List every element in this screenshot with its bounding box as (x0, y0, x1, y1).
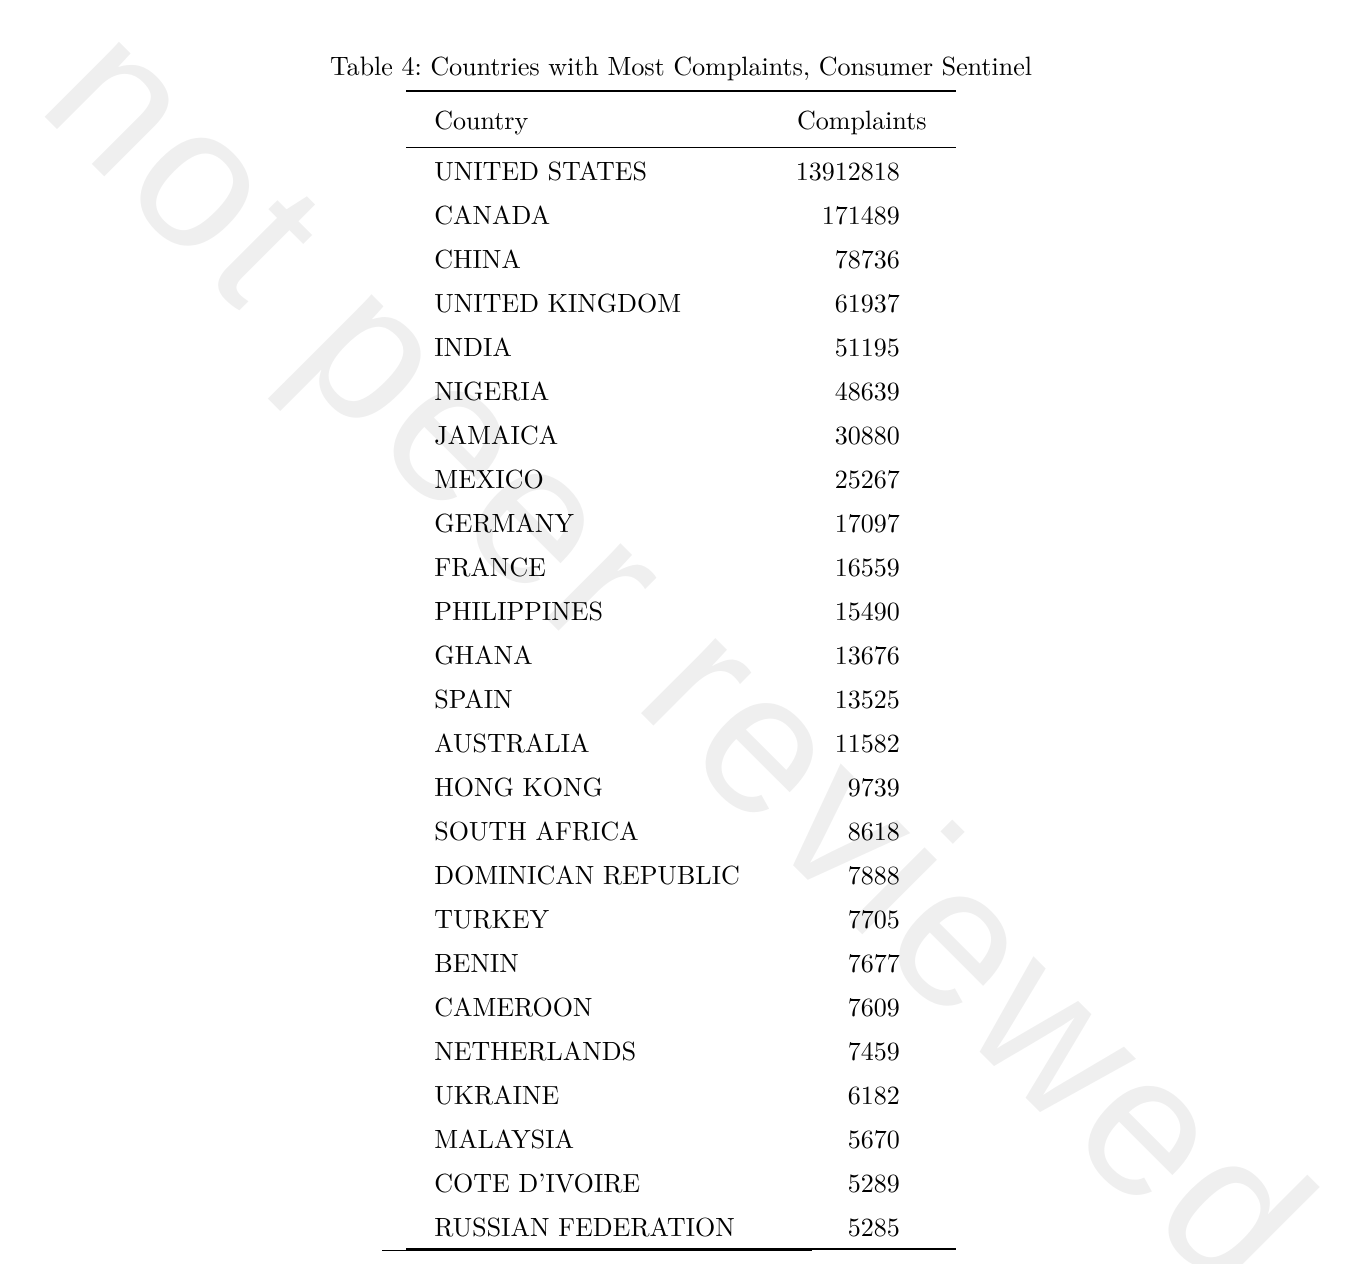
cell-complaints: 16559 (768, 544, 956, 588)
cell-complaints: 5670 (768, 1116, 956, 1160)
cell-complaints: 6182 (768, 1072, 956, 1116)
notes-rule (382, 1250, 812, 1251)
table-row: MALAYSIA5670 (406, 1116, 956, 1160)
cell-complaints: 13912818 (768, 147, 956, 192)
table-row: HONG KONG9739 (406, 764, 956, 808)
table-row: INDIA51195 (406, 324, 956, 368)
cell-country: PHILIPPINES (406, 588, 768, 632)
cell-complaints: 11582 (768, 720, 956, 764)
cell-country: NIGERIA (406, 368, 768, 412)
table-row: UKRAINE6182 (406, 1072, 956, 1116)
cell-country: FRANCE (406, 544, 768, 588)
table-row: TURKEY7705 (406, 896, 956, 940)
table-body: UNITED STATES13912818CANADA171489CHINA78… (406, 147, 956, 1249)
table-row: CANADA171489 (406, 192, 956, 236)
cell-country: NETHERLANDS (406, 1028, 768, 1072)
table-row: MEXICO25267 (406, 456, 956, 500)
cell-complaints: 5289 (768, 1160, 956, 1204)
table-row: JAMAICA30880 (406, 412, 956, 456)
cell-complaints: 13676 (768, 632, 956, 676)
table-row: GHANA13676 (406, 632, 956, 676)
table-row: COTE D’IVOIRE5289 (406, 1160, 956, 1204)
cell-complaints: 30880 (768, 412, 956, 456)
table-row: NIGERIA48639 (406, 368, 956, 412)
cell-complaints: 13525 (768, 676, 956, 720)
cell-complaints: 7609 (768, 984, 956, 1028)
table-row: NETHERLANDS7459 (406, 1028, 956, 1072)
table-row: UNITED STATES13912818 (406, 147, 956, 192)
table-row: SOUTH AFRICA8618 (406, 808, 956, 852)
table-row: SPAIN13525 (406, 676, 956, 720)
cell-country: UKRAINE (406, 1072, 768, 1116)
cell-complaints: 61937 (768, 280, 956, 324)
table-row: AUSTRALIA11582 (406, 720, 956, 764)
cell-complaints: 78736 (768, 236, 956, 280)
cell-complaints: 171489 (768, 192, 956, 236)
page: not peer reviewed Table 4: Countries wit… (0, 0, 1362, 1264)
cell-complaints: 7459 (768, 1028, 956, 1072)
col-header-country: Country (406, 91, 768, 148)
cell-country: BENIN (406, 940, 768, 984)
table-row: RUSSIAN FEDERATION5285 (406, 1204, 956, 1249)
cell-complaints: 51195 (768, 324, 956, 368)
cell-country: CANADA (406, 192, 768, 236)
cell-country: MALAYSIA (406, 1116, 768, 1160)
cell-complaints: 7888 (768, 852, 956, 896)
table-row: DOMINICAN REPUBLIC7888 (406, 852, 956, 896)
cell-country: SPAIN (406, 676, 768, 720)
cell-country: TURKEY (406, 896, 768, 940)
cell-country: UNITED STATES (406, 147, 768, 192)
cell-complaints: 9739 (768, 764, 956, 808)
complaints-table: Country Complaints UNITED STATES13912818… (406, 90, 956, 1250)
col-header-complaints: Complaints (768, 91, 956, 148)
cell-complaints: 48639 (768, 368, 956, 412)
cell-country: COTE D’IVOIRE (406, 1160, 768, 1204)
table-row: CAMEROON7609 (406, 984, 956, 1028)
cell-country: DOMINICAN REPUBLIC (406, 852, 768, 896)
table-row: FRANCE16559 (406, 544, 956, 588)
table-row: PHILIPPINES15490 (406, 588, 956, 632)
cell-country: INDIA (406, 324, 768, 368)
cell-country: RUSSIAN FEDERATION (406, 1204, 768, 1249)
cell-complaints: 25267 (768, 456, 956, 500)
cell-country: AUSTRALIA (406, 720, 768, 764)
table-row: CHINA78736 (406, 236, 956, 280)
cell-country: MEXICO (406, 456, 768, 500)
cell-complaints: 7677 (768, 940, 956, 984)
cell-country: CAMEROON (406, 984, 768, 1028)
cell-country: SOUTH AFRICA (406, 808, 768, 852)
cell-complaints: 8618 (768, 808, 956, 852)
cell-country: CHINA (406, 236, 768, 280)
cell-country: GHANA (406, 632, 768, 676)
table-row: UNITED KINGDOM61937 (406, 280, 956, 324)
table-row: GERMANY17097 (406, 500, 956, 544)
cell-complaints: 7705 (768, 896, 956, 940)
cell-country: HONG KONG (406, 764, 768, 808)
cell-country: UNITED KINGDOM (406, 280, 768, 324)
cell-country: GERMANY (406, 500, 768, 544)
cell-country: JAMAICA (406, 412, 768, 456)
cell-complaints: 17097 (768, 500, 956, 544)
table-caption: Table 4: Countries with Most Complaints,… (72, 48, 1290, 82)
table-row: BENIN7677 (406, 940, 956, 984)
cell-complaints: 5285 (768, 1204, 956, 1249)
cell-complaints: 15490 (768, 588, 956, 632)
table-header-row: Country Complaints (406, 91, 956, 148)
